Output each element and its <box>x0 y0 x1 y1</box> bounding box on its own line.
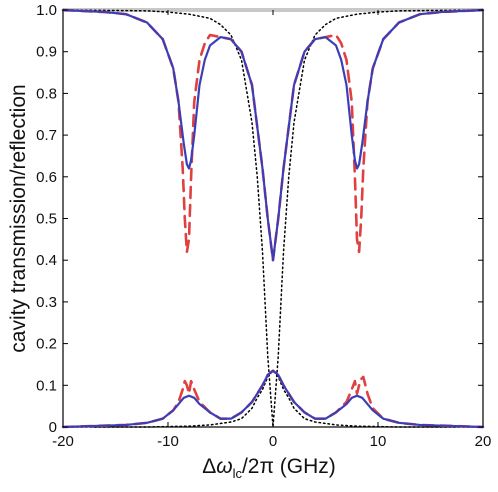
series-line-dashed <box>61 369 485 429</box>
y-tick-label: 0 <box>49 419 57 436</box>
x-tick-label: -10 <box>157 433 179 450</box>
x-axis-label: Δωlc/2π (GHz) <box>202 455 336 481</box>
x-axis-label-rest: /2π (GHz) <box>242 455 336 478</box>
x-tick-label: 10 <box>370 433 387 450</box>
y-tick-label: 0.6 <box>36 169 57 186</box>
y-tick-label: 0.2 <box>36 336 57 353</box>
x-axis-label-omega: ω <box>216 455 232 478</box>
plot-area: -20 -10 0 10 20 0 0.1 0.2 0.3 0.4 0.5 0.6 0.7 0.8 0.9 1… <box>36 2 491 450</box>
x-axis-label-delta: Δ <box>202 455 216 478</box>
y-tick-label: 0.9 <box>36 44 57 61</box>
series-line-dotted <box>62 9 484 428</box>
y-tick-label: 0.3 <box>36 294 57 311</box>
x-tick-label: 20 <box>475 433 492 450</box>
series-line-solid <box>61 369 485 429</box>
x-axis-label-subscript: lc <box>233 466 243 481</box>
y-tick-label: 0.5 <box>36 211 57 228</box>
series-line-dashed <box>61 8 485 262</box>
plot-frame <box>62 9 484 428</box>
y-tick-label: 0.1 <box>36 377 57 394</box>
x-tick-label: -20 <box>52 433 74 450</box>
y-tick-label: 0.7 <box>36 127 57 144</box>
series-line-solid <box>61 8 485 262</box>
ticks-layer: -20 -10 0 10 20 0 0.1 0.2 0.3 0.4 0.5 0.6 0.7 0.8 0.9 1… <box>36 2 491 450</box>
y-tick-label: 0.8 <box>36 85 57 102</box>
x-tick-label: 0 <box>269 433 277 450</box>
y-axis-label: cavity transmission/reflection <box>7 84 30 352</box>
series-line-dotted <box>62 369 484 428</box>
y-tick-label: 0.4 <box>36 252 57 269</box>
series-layer <box>61 8 485 429</box>
y-tick-label: 1.0 <box>36 2 57 19</box>
